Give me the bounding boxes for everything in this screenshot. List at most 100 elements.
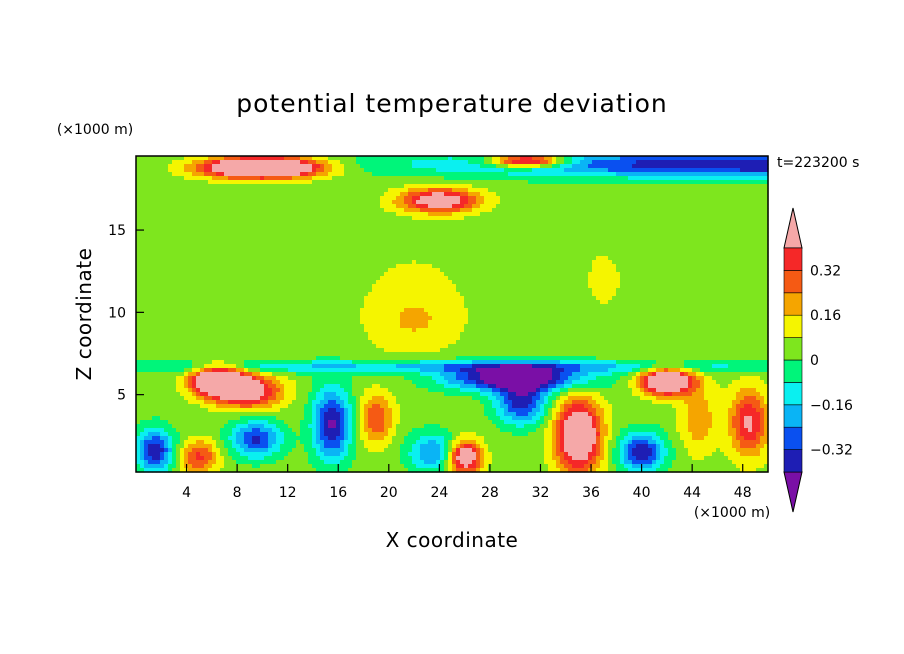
field-cell bbox=[252, 340, 257, 345]
field-cell bbox=[260, 316, 265, 321]
field-cell bbox=[292, 348, 297, 353]
field-cell bbox=[272, 400, 277, 405]
field-cell bbox=[240, 364, 245, 369]
field-cell bbox=[388, 188, 393, 193]
field-cell bbox=[200, 468, 205, 473]
field-cell bbox=[372, 304, 377, 309]
field-cell bbox=[264, 432, 269, 437]
field-cell bbox=[292, 372, 297, 377]
field-cell bbox=[292, 440, 297, 445]
field-cell bbox=[152, 392, 157, 397]
field-cell bbox=[304, 468, 309, 473]
field-cell bbox=[292, 204, 297, 209]
field-cell bbox=[312, 172, 317, 177]
field-cell bbox=[364, 416, 369, 421]
field-cell bbox=[144, 224, 149, 229]
field-cell bbox=[136, 432, 141, 437]
field-cell bbox=[188, 364, 193, 369]
field-cell bbox=[264, 324, 269, 329]
field-cell bbox=[148, 188, 153, 193]
field-cell bbox=[260, 308, 265, 313]
field-cell bbox=[280, 268, 285, 273]
field-cell bbox=[248, 408, 253, 413]
field-cell bbox=[300, 368, 305, 373]
field-cell bbox=[300, 292, 305, 297]
field-cell bbox=[248, 276, 253, 281]
field-cell bbox=[332, 448, 337, 453]
field-cell bbox=[192, 468, 197, 473]
field-cell bbox=[276, 364, 281, 369]
field-cell bbox=[344, 356, 349, 361]
field-cell bbox=[204, 188, 209, 193]
field-cell bbox=[204, 288, 209, 293]
field-cell bbox=[320, 308, 325, 313]
field-cell bbox=[272, 408, 277, 413]
field-cell bbox=[356, 460, 361, 465]
field-cell bbox=[376, 160, 381, 165]
field-cell bbox=[324, 384, 329, 389]
field-cell bbox=[296, 412, 301, 417]
field-cell bbox=[384, 184, 389, 189]
field-cell bbox=[384, 432, 389, 437]
field-cell bbox=[152, 420, 157, 425]
field-cell bbox=[300, 268, 305, 273]
field-cell bbox=[276, 264, 281, 269]
field-cell bbox=[156, 364, 161, 369]
field-cell bbox=[356, 336, 361, 341]
field-cell bbox=[316, 420, 321, 425]
field-cell bbox=[356, 372, 361, 377]
field-cell bbox=[148, 440, 153, 445]
field-cell bbox=[148, 304, 153, 309]
field-cell bbox=[212, 284, 217, 289]
field-cell bbox=[212, 248, 217, 253]
field-cell bbox=[320, 364, 325, 369]
field-cell bbox=[284, 436, 289, 441]
field-cell bbox=[264, 416, 269, 421]
field-cell bbox=[288, 368, 293, 373]
field-cell bbox=[212, 252, 217, 257]
field-cell bbox=[260, 212, 265, 217]
field-cell bbox=[192, 236, 197, 241]
field-cell bbox=[236, 196, 241, 201]
field-cell bbox=[276, 432, 281, 437]
field-cell bbox=[216, 416, 221, 421]
field-cell bbox=[160, 248, 165, 253]
field-cell bbox=[140, 312, 145, 317]
field-cell bbox=[376, 468, 381, 473]
field-cell bbox=[320, 188, 325, 193]
field-cell bbox=[188, 376, 193, 381]
field-cell bbox=[384, 368, 389, 373]
field-cell bbox=[368, 236, 373, 241]
field-cell bbox=[360, 224, 365, 229]
field-cell bbox=[188, 440, 193, 445]
field-cell bbox=[176, 432, 181, 437]
field-cell bbox=[148, 164, 153, 169]
field-cell bbox=[240, 352, 245, 357]
field-cell bbox=[172, 228, 177, 233]
field-cell bbox=[148, 328, 153, 333]
field-cell bbox=[308, 420, 313, 425]
field-cell bbox=[240, 404, 245, 409]
field-cell bbox=[152, 168, 157, 173]
field-cell bbox=[140, 268, 145, 273]
field-cell bbox=[212, 324, 217, 329]
field-cell bbox=[264, 200, 269, 205]
field-cell bbox=[180, 452, 185, 457]
field-cell bbox=[252, 268, 257, 273]
field-cell bbox=[268, 244, 273, 249]
field-cell bbox=[292, 192, 297, 197]
field-cell bbox=[200, 444, 205, 449]
field-cell bbox=[176, 160, 181, 165]
field-cell bbox=[284, 280, 289, 285]
field-cell bbox=[276, 160, 281, 165]
field-cell bbox=[264, 228, 269, 233]
field-cell bbox=[308, 288, 313, 293]
field-cell bbox=[180, 368, 185, 373]
field-cell bbox=[196, 236, 201, 241]
field-cell bbox=[248, 448, 253, 453]
field-cell bbox=[188, 380, 193, 385]
field-cell bbox=[376, 228, 381, 233]
field-cell bbox=[368, 396, 373, 401]
field-cell bbox=[300, 220, 305, 225]
field-cell bbox=[176, 264, 181, 269]
